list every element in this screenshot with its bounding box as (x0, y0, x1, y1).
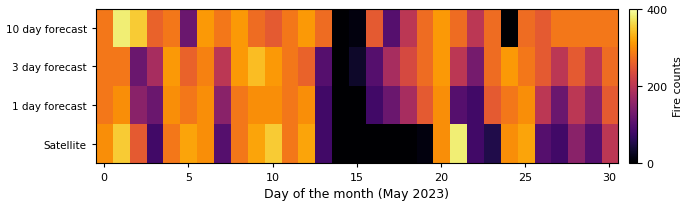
X-axis label: Day of the month (May 2023): Day of the month (May 2023) (264, 187, 449, 200)
Y-axis label: Fire counts: Fire counts (673, 56, 683, 117)
